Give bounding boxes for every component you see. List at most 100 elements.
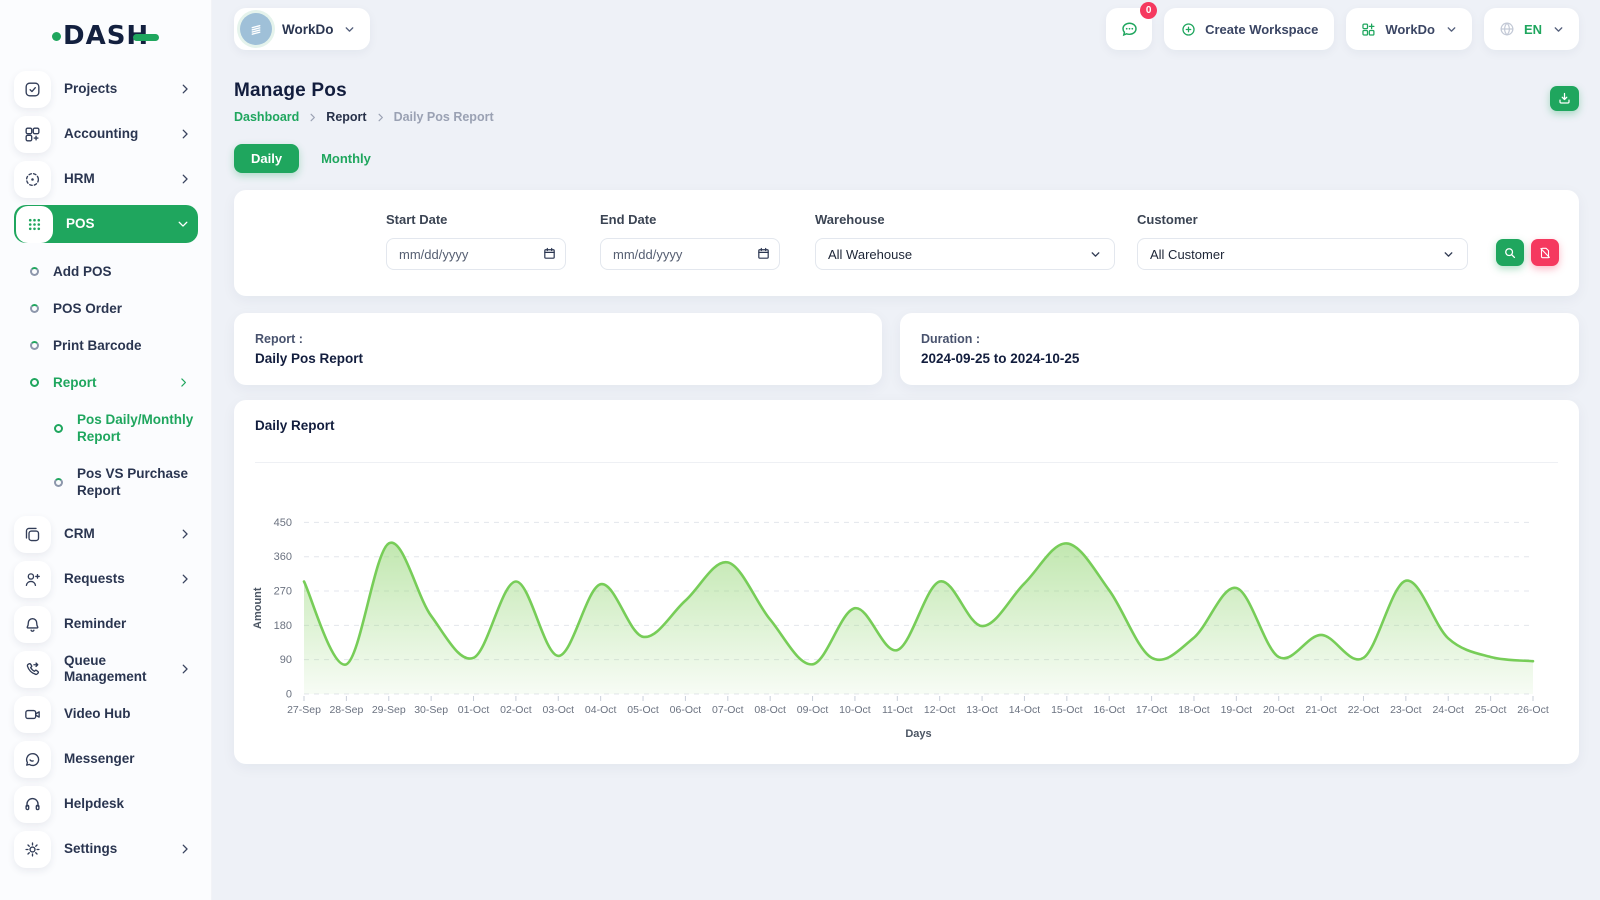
report-summary-card: Report : Daily Pos Report (234, 313, 882, 385)
chevron-right (177, 376, 190, 389)
sidebar-item-hrm[interactable]: HRM (14, 160, 198, 198)
sidebar-item-helpdesk[interactable]: Helpdesk (14, 785, 198, 823)
svg-text:360: 360 (274, 551, 292, 563)
globe-icon (1498, 20, 1516, 38)
queue-management-icon (23, 660, 42, 679)
duration-value: 2024-09-25 to 2024-10-25 (921, 351, 1558, 366)
logo-dot-icon (52, 32, 61, 41)
report-period-tabs: Daily Monthly (234, 144, 1579, 173)
sidebar-subitem-label: Report (53, 374, 177, 391)
sidebar-item-label: HRM (64, 171, 178, 187)
end-date-input[interactable] (600, 238, 780, 270)
warehouse-selected-value: All Warehouse (828, 247, 912, 262)
sidebar-subitem-report[interactable]: Report (14, 364, 198, 401)
apply-filter-button[interactable] (1496, 239, 1524, 266)
chevron-right (178, 172, 192, 186)
svg-text:Amount: Amount (252, 587, 264, 629)
tab-monthly[interactable]: Monthly (321, 151, 371, 166)
workdo-menu[interactable]: WorkDo (1346, 8, 1472, 50)
topbar: WorkDo 0 Create Workspace (234, 8, 1579, 50)
language-code: EN (1524, 22, 1542, 37)
sidebar-item-messenger[interactable]: Messenger (14, 740, 198, 778)
svg-text:90: 90 (280, 654, 292, 666)
breadcrumb-report: Report (326, 110, 366, 124)
start-date-input[interactable] (386, 238, 566, 270)
chevron-down-icon (1089, 248, 1102, 261)
svg-text:24-Oct: 24-Oct (1432, 704, 1464, 716)
sidebar-menu: Projects Accounting HRM POS Add POS POS Order… (14, 70, 198, 875)
svg-text:Days: Days (905, 728, 931, 740)
chevron-right (178, 842, 192, 856)
svg-text:27-Sep: 27-Sep (287, 704, 321, 716)
sidebar-subitem-pos-vs-purchase-report[interactable]: Pos VS Purchase Report (14, 455, 198, 509)
bullet-icon (30, 304, 39, 313)
workspace-selector[interactable]: WorkDo (234, 8, 370, 50)
svg-text:08-Oct: 08-Oct (754, 704, 786, 716)
sidebar-subitem-label: Add POS (53, 263, 198, 280)
messages-badge: 0 (1140, 2, 1157, 19)
crm-icon (23, 525, 42, 544)
topbar-right: 0 Create Workspace WorkDo (1106, 8, 1579, 50)
requests-icon (14, 561, 51, 598)
bullet-icon (30, 267, 39, 276)
helpdesk-icon (14, 786, 51, 823)
tab-daily[interactable]: Daily (234, 144, 299, 173)
hrm-icon (14, 161, 51, 198)
chevron-right (178, 662, 192, 676)
sidebar-item-accounting[interactable]: Accounting (14, 115, 198, 153)
customer-select[interactable]: All Customer (1137, 238, 1468, 270)
reminder-icon (23, 615, 42, 634)
download-report-button[interactable] (1550, 86, 1579, 111)
svg-text:29-Sep: 29-Sep (372, 704, 406, 716)
sidebar-subitem-label: Pos VS Purchase Report (77, 465, 195, 499)
reminder-icon (14, 606, 51, 643)
chevron-down-icon (343, 23, 356, 36)
sidebar-item-video-hub[interactable]: Video Hub (14, 695, 198, 733)
svg-text:25-Oct: 25-Oct (1475, 704, 1507, 716)
breadcrumb-dashboard-link[interactable]: Dashboard (234, 110, 299, 124)
svg-text:450: 450 (274, 517, 292, 529)
duration-label: Duration : (921, 332, 1558, 346)
settings-icon (23, 840, 42, 859)
page-title: Manage Pos (234, 80, 494, 102)
sidebar-subitem-label: POS Order (53, 300, 198, 317)
sidebar: DASH ProjectsAccountingHRMPOSAdd POSPOS … (0, 0, 212, 900)
sidebar-item-label: Accounting (64, 126, 178, 142)
filter-buttons (1496, 239, 1559, 266)
chevron-right (178, 572, 192, 586)
sidebar-item-requests[interactable]: Requests (14, 560, 198, 598)
submenu-pos: Add POS POS Order Print Barcode Report Pos D… (14, 253, 198, 509)
page-head: Manage Pos Dashboard Report Daily Pos Re… (234, 80, 1579, 124)
breadcrumb: Dashboard Report Daily Pos Report (234, 110, 494, 124)
sidebar-subitem-pos-daily-monthly-report[interactable]: Pos Daily/Monthly Report (14, 401, 198, 455)
svg-text:19-Oct: 19-Oct (1221, 704, 1253, 716)
warehouse-select[interactable]: All Warehouse (815, 238, 1115, 270)
chart-header: Daily Report (234, 400, 1579, 465)
svg-text:03-Oct: 03-Oct (543, 704, 575, 716)
svg-text:23-Oct: 23-Oct (1390, 704, 1422, 716)
reset-filter-button[interactable] (1531, 239, 1559, 266)
messages-button[interactable]: 0 (1106, 8, 1152, 50)
sidebar-item-projects[interactable]: Projects (14, 70, 198, 108)
create-workspace-button[interactable]: Create Workspace (1164, 8, 1334, 50)
svg-text:180: 180 (274, 620, 292, 632)
sidebar-item-crm[interactable]: CRM (14, 515, 198, 553)
chevron-down (176, 217, 190, 231)
sidebar-item-label: Messenger (64, 751, 192, 767)
sidebar-subitem-pos-order[interactable]: POS Order (14, 290, 198, 327)
sidebar-item-label: Video Hub (64, 706, 192, 722)
sidebar-subitem-add-pos[interactable]: Add POS (14, 253, 198, 290)
sidebar-item-queue-management[interactable]: Queue Management (14, 650, 198, 688)
sidebar-item-settings[interactable]: Settings (14, 830, 198, 868)
language-selector[interactable]: EN (1484, 8, 1579, 50)
svg-text:16-Oct: 16-Oct (1093, 704, 1125, 716)
svg-text:30-Sep: 30-Sep (414, 704, 448, 716)
sidebar-item-pos[interactable]: POS (14, 205, 198, 243)
sidebar-subitem-print-barcode[interactable]: Print Barcode (14, 327, 198, 364)
svg-text:17-Oct: 17-Oct (1136, 704, 1168, 716)
pos-icon (25, 215, 44, 234)
svg-text:12-Oct: 12-Oct (924, 704, 956, 716)
sidebar-item-reminder[interactable]: Reminder (14, 605, 198, 643)
sidebar-item-label: CRM (64, 526, 178, 542)
svg-text:02-Oct: 02-Oct (500, 704, 532, 716)
